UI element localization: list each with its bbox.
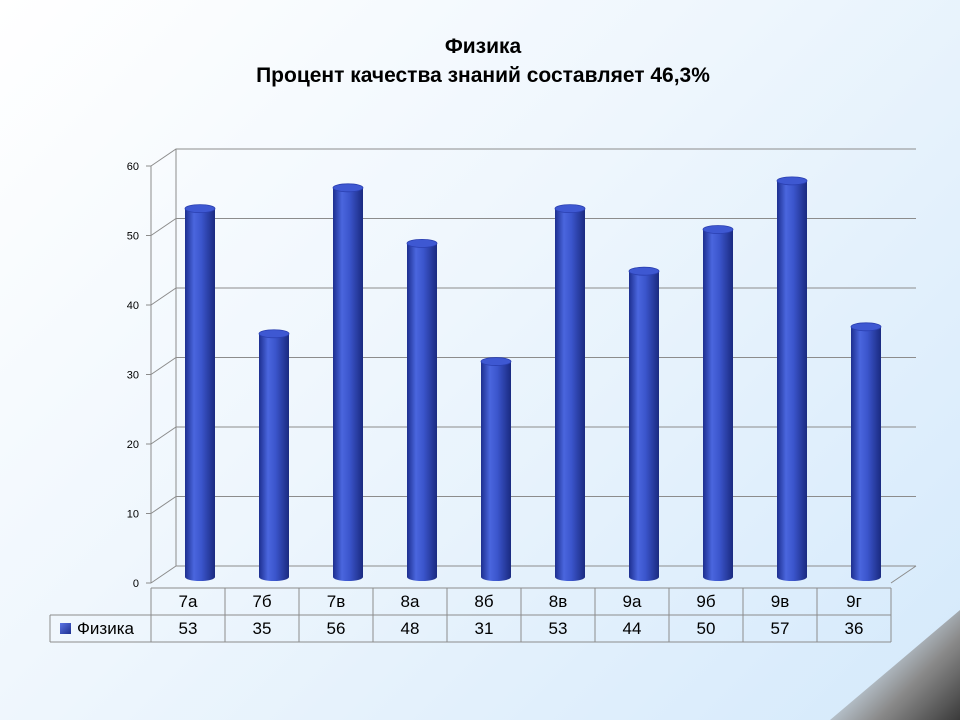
gridline — [150, 496, 916, 514]
floor-edge — [890, 565, 917, 584]
category-label: 9в — [771, 592, 790, 611]
gridline — [150, 148, 916, 167]
category-label: 9г — [846, 592, 862, 611]
y-tick-label: 0 — [133, 578, 139, 590]
y-tick-label: 10 — [127, 509, 139, 521]
bar — [702, 225, 734, 581]
bar — [406, 238, 438, 581]
gridlines — [150, 148, 917, 584]
category-label: 8а — [401, 592, 420, 611]
y-tick-label: 30 — [127, 370, 139, 382]
data-table: 7а 53 7б 35 7в 56 8а 48 8б 31 8в 53 9а 44 9б 50 9в 57 9г 36… — [49, 587, 892, 643]
bar — [480, 357, 512, 581]
bar — [850, 322, 882, 581]
y-tick-label: 40 — [127, 300, 139, 312]
data-value-label: 36 — [845, 619, 864, 638]
bar — [258, 329, 290, 581]
data-value-label: 53 — [549, 619, 568, 638]
gridline — [150, 357, 916, 375]
data-value-label: 50 — [697, 619, 716, 638]
category-label: 9а — [623, 592, 642, 611]
chart-title-block: Физика Процент качества знаний составляе… — [0, 32, 960, 90]
category-label: 7в — [327, 592, 346, 611]
bars — [184, 176, 882, 582]
data-value-label: 53 — [179, 619, 198, 638]
gridline — [150, 565, 916, 584]
category-label: 8в — [549, 592, 568, 611]
y-tick-label: 60 — [127, 161, 139, 173]
category-label: 9б — [696, 592, 715, 611]
category-label: 7б — [252, 592, 271, 611]
chart-subtitle: Процент качества знаний составляет 46,3% — [256, 64, 710, 87]
y-tick-label: 20 — [127, 439, 139, 451]
data-value-label: 57 — [771, 619, 790, 638]
category-label: 8б — [474, 592, 493, 611]
chart-title: Физика — [444, 35, 522, 58]
category-label: 7а — [179, 592, 198, 611]
legend-swatch — [60, 623, 71, 634]
gridline — [150, 287, 916, 306]
data-value-label: 35 — [253, 619, 272, 638]
y-tick-label: 50 — [127, 231, 139, 243]
bar — [332, 183, 364, 582]
gridline — [150, 426, 916, 445]
data-value-label: 56 — [327, 619, 346, 638]
bar — [776, 176, 808, 581]
bar — [628, 266, 660, 581]
gridline — [150, 218, 916, 236]
data-value-label: 48 — [401, 619, 420, 638]
data-value-label: 31 — [475, 619, 494, 638]
legend-label: Физика — [77, 619, 135, 638]
bar — [184, 204, 216, 581]
data-value-label: 44 — [623, 619, 642, 638]
y-axis: 0 10 20 30 40 50 60 — [127, 161, 152, 590]
bar — [554, 204, 586, 581]
